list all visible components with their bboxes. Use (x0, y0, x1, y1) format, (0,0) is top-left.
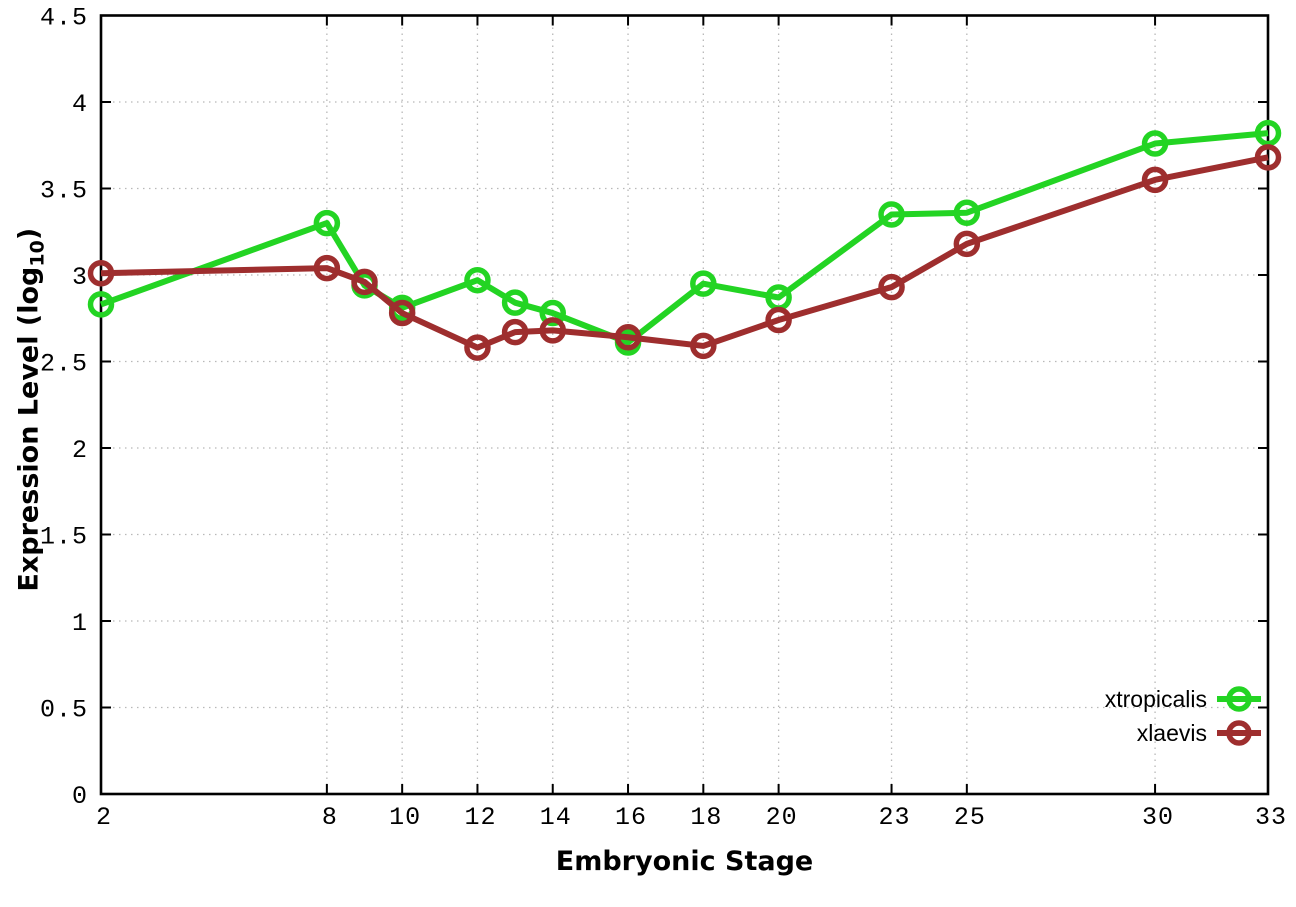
data-point-xlaevis-stage-9 (351, 268, 378, 296)
data-point-xlaevis-stage-10 (388, 299, 416, 327)
y-tick-label: 2 (72, 436, 88, 465)
legend-entry-xtropicalis: xtropicalis (1105, 684, 1262, 714)
data-point-xtropicalis-stage-14 (539, 299, 566, 327)
x-tick-label: 33 (1255, 803, 1287, 832)
legend-marker-xtropicalis-icon (1217, 686, 1261, 712)
x-tick-label: 30 (1142, 803, 1174, 832)
x-tick-label: 2 (96, 803, 112, 832)
data-point-xlaevis-stage-30 (1141, 166, 1169, 194)
data-point-xlaevis-stage-16 (614, 324, 642, 351)
x-tick-label: 12 (464, 803, 496, 832)
y-tick-label: 3.5 (40, 177, 88, 206)
y-tick-label: 0.5 (40, 696, 88, 725)
y-tick-label: 4.5 (40, 4, 88, 33)
data-point-xtropicalis-stage-25 (953, 199, 981, 226)
data-point-xlaevis-stage-33 (1254, 144, 1282, 171)
y-axis-title-subscript: 10 (26, 240, 49, 267)
x-tick-label: 20 (766, 803, 798, 832)
data-point-xlaevis-stage-13 (501, 318, 529, 346)
y-tick-label: 1 (72, 609, 88, 638)
y-axis-title-text: Expression Level (log (13, 266, 45, 592)
x-axis-title: Embryonic Stage (555, 846, 814, 877)
x-tick-label: 16 (615, 803, 647, 832)
data-point-xlaevis-stage-20 (765, 306, 792, 334)
x-tick-label: 23 (879, 803, 911, 832)
y-axis-title: Expression Level (log10) (13, 175, 48, 645)
legend-marker-xlaevis-icon (1217, 720, 1261, 746)
data-point-xtropicalis-stage-33 (1254, 119, 1282, 147)
data-point-xlaevis-stage-18 (690, 332, 717, 360)
legend-label-xtropicalis: xtropicalis (1104, 686, 1207, 712)
data-point-xlaevis-stage-12 (464, 334, 491, 361)
data-point-xlaevis-stage-2 (87, 260, 115, 287)
x-tick-label: 18 (690, 803, 722, 832)
data-point-xlaevis-stage-23 (878, 273, 905, 301)
x-tick-label: 14 (540, 803, 572, 832)
y-tick-label: 2.5 (40, 350, 88, 379)
data-point-xlaevis-stage-25 (953, 230, 981, 258)
data-point-xtropicalis-stage-23 (878, 201, 905, 228)
x-tick-label: 10 (389, 803, 421, 832)
data-point-xtropicalis-stage-13 (501, 289, 529, 316)
y-tick-label: 4 (72, 90, 88, 119)
data-point-xtropicalis-stage-2 (87, 291, 115, 318)
data-point-xlaevis-stage-8 (313, 254, 341, 282)
y-tick-label: 3 (72, 263, 88, 292)
x-tick-label: 25 (954, 803, 986, 832)
data-point-xtropicalis-stage-30 (1141, 130, 1169, 157)
y-tick-label: 0 (72, 782, 88, 811)
legend-label-xlaevis: xlaevis (1136, 720, 1207, 746)
plot-border (99, 14, 1270, 796)
data-point-xlaevis-stage-14 (539, 317, 566, 344)
legend: xtropicalis xlaevis (1105, 684, 1262, 748)
legend-entry-xlaevis: xlaevis (1105, 718, 1262, 748)
y-tick-label: 1.5 (40, 523, 88, 552)
data-point-xtropicalis-stage-18 (690, 270, 717, 297)
series-line-xlaevis (100, 154, 1269, 351)
series-line-xtropicalis (99, 130, 1269, 346)
data-point-xtropicalis-stage-12 (464, 266, 491, 294)
y-axis-title-close: ) (13, 227, 45, 241)
x-tick-label: 8 (322, 803, 338, 832)
data-point-xtropicalis-stage-8 (313, 209, 341, 237)
